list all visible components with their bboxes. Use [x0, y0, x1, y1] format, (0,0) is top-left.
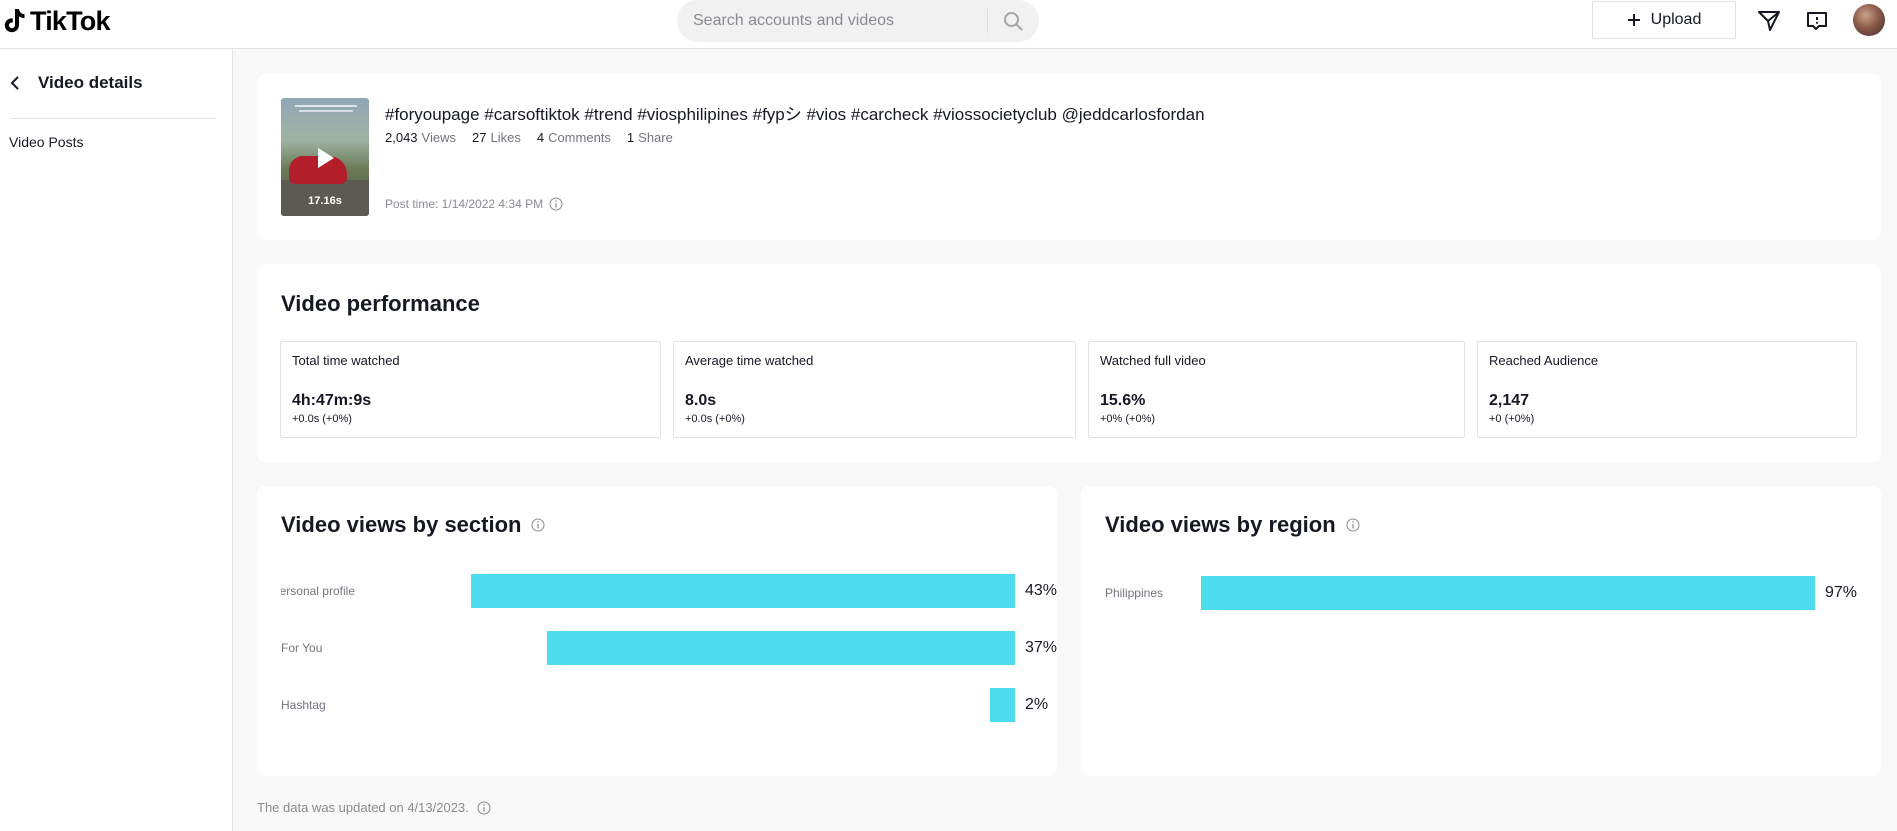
bar-label: Philippines — [1105, 586, 1163, 600]
video-caption: #foryoupage #carsoftiktok #trend #viosph… — [385, 105, 1205, 124]
tiktok-wordmark: TikTok — [30, 5, 111, 36]
video-stats: 2,043 Views 27 Likes 4 Comments 1 Share — [385, 130, 673, 145]
info-icon[interactable] — [1346, 518, 1360, 532]
bar-value-label: 37% — [1025, 639, 1058, 656]
bar-label: For You — [281, 641, 323, 655]
metric-reached-audience: Reached Audience 2,147 +0 (+0%) — [1477, 341, 1857, 438]
video-performance-card: Video performance Total time watched 4h:… — [257, 264, 1881, 462]
tiktok-logo[interactable]: TikTok — [4, 5, 111, 36]
send-icon — [1758, 11, 1780, 31]
tiktok-logo-icon — [4, 9, 25, 33]
video-duration: 17.16s — [308, 195, 342, 207]
sidebar-divider — [10, 118, 216, 119]
upload-label: Upload — [1650, 11, 1702, 28]
bar-row: Personal profile 43% — [281, 574, 1057, 608]
bar[interactable] — [471, 574, 1015, 608]
stat-shares: 1 Share — [626, 130, 673, 145]
post-time-text: Post time: 1/14/2022 4:34 PM — [385, 197, 544, 211]
sidebar-title: Video details — [38, 73, 143, 92]
video-info-card: 17.16s #foryoupage #carsoftiktok #trend … — [257, 74, 1881, 240]
stat-likes: 27 Likes — [472, 130, 521, 145]
stat-comments: 4 Comments — [536, 130, 611, 145]
search-input[interactable] — [677, 0, 987, 42]
messages-button[interactable] — [1754, 6, 1784, 36]
inbox-button[interactable] — [1802, 6, 1832, 36]
avatar[interactable] — [1853, 4, 1885, 36]
bar-row: For You 37% — [281, 631, 1057, 665]
bar-label: Hashtag — [281, 698, 326, 712]
video-thumbnail[interactable]: 17.16s — [281, 98, 369, 216]
bar-value-label: 97% — [1825, 584, 1858, 601]
bar-label: Personal profile — [281, 584, 355, 598]
bar[interactable] — [990, 688, 1015, 722]
section-chart-title: Video views by section — [281, 512, 522, 537]
info-icon[interactable] — [531, 518, 545, 532]
search-bar — [677, 0, 1039, 42]
search-divider — [987, 9, 988, 33]
chevron-left-icon — [10, 76, 19, 90]
bar-value-label: 43% — [1025, 582, 1058, 599]
search-icon — [1004, 12, 1023, 31]
region-chart-title: Video views by region — [1105, 512, 1336, 537]
play-icon — [318, 148, 334, 168]
sidebar: Video details Video Posts — [0, 49, 233, 831]
inbox-icon — [1807, 12, 1827, 30]
search-button[interactable] — [999, 8, 1027, 34]
top-bar: TikTok Upload — [0, 0, 1897, 49]
bar-value-label: 2% — [1025, 696, 1049, 713]
stat-views: 2,043 Views — [385, 130, 456, 145]
post-time: Post time: 1/14/2022 4:34 PM — [385, 197, 563, 211]
views-by-section-card: Video views by section Personal profile 4… — [257, 486, 1057, 776]
info-icon[interactable] — [549, 197, 563, 211]
info-icon[interactable] — [477, 801, 491, 815]
bar[interactable] — [547, 631, 1015, 665]
plus-icon — [1627, 14, 1640, 26]
bar-row: Hashtag 2% — [281, 688, 1048, 722]
metric-average-time: Average time watched 8.0s +0.0s (+0%) — [673, 341, 1076, 438]
views-by-region-card: Video views by region Philippines 97% — [1081, 486, 1881, 776]
upload-button[interactable]: Upload — [1592, 1, 1736, 39]
data-updated-note: The data was updated on 4/13/2023. — [257, 800, 491, 815]
bar-row: Philippines 97% — [1105, 576, 1865, 610]
metric-total-time: Total time watched 4h:47m:9s +0.0s (+0%) — [280, 341, 661, 438]
metric-full-video: Watched full video 15.6% +0% (+0%) — [1088, 341, 1465, 438]
sidebar-item-video-posts[interactable]: Video Posts — [9, 134, 84, 150]
back-button[interactable]: Video details — [10, 73, 143, 93]
performance-title: Video performance — [281, 291, 480, 316]
updated-text: The data was updated on 4/13/2023. — [257, 800, 469, 815]
bar[interactable] — [1201, 576, 1815, 610]
